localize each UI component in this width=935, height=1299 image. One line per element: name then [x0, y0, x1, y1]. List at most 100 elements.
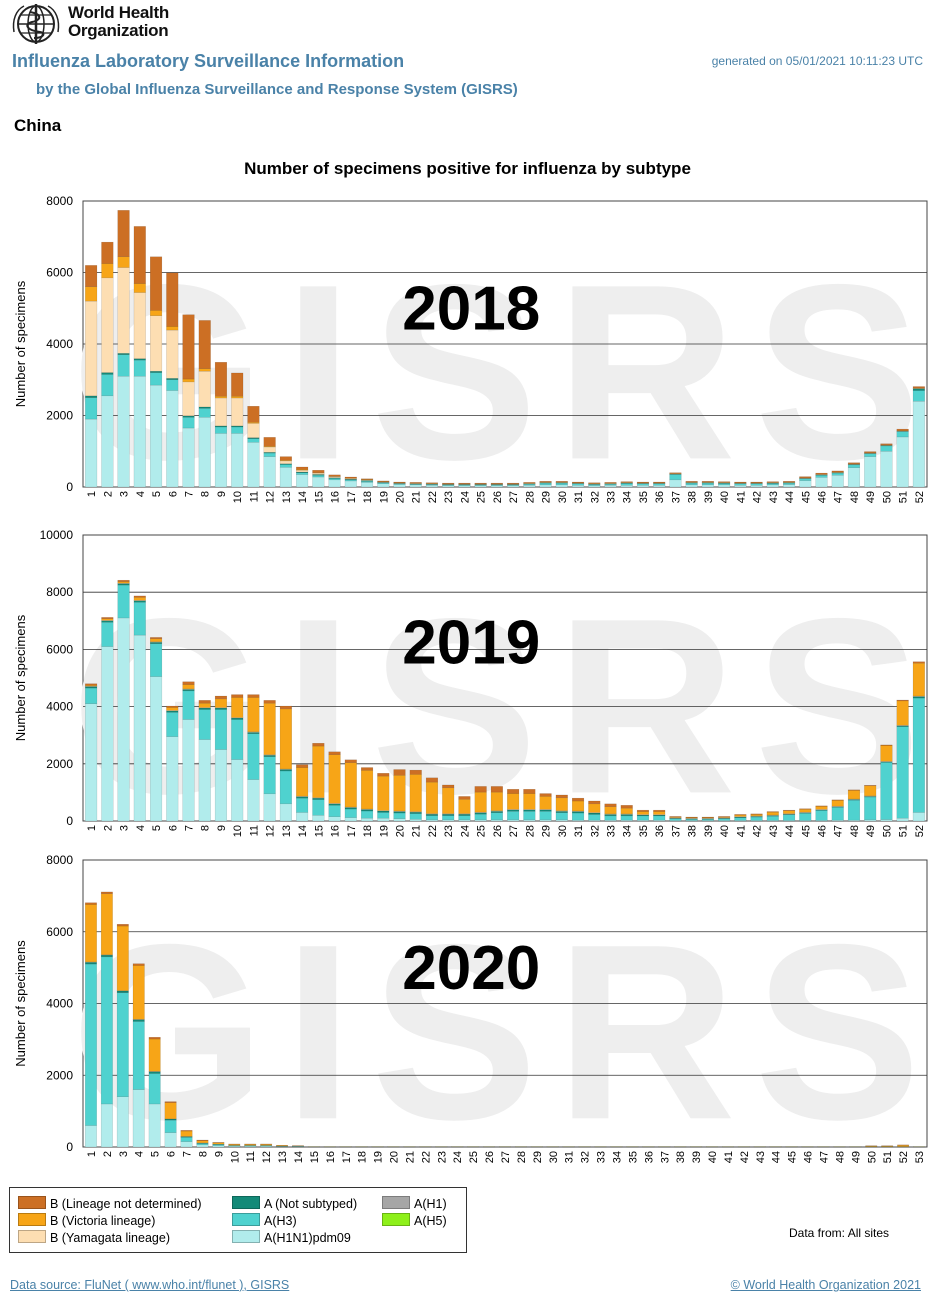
bar-segment-a-h3	[132, 1021, 145, 1090]
bar-segment-b-yam	[101, 277, 114, 373]
bar-segment-b-lnd	[328, 751, 341, 755]
x-tick-label: 51	[882, 1151, 894, 1163]
bar-segment-b-lnd	[361, 767, 374, 771]
bar-segment-b-lnd	[393, 481, 406, 483]
bar-segment-a-h3	[279, 770, 292, 805]
bar-segment-b-lnd	[880, 443, 893, 446]
bar-segment-b-yam	[231, 397, 244, 427]
bar-segment-a-h1pdm	[214, 433, 228, 488]
data-source-link[interactable]: Data source: FluNet ( www.who.int/flunet…	[10, 1278, 290, 1292]
bar-segment-b-lnd	[149, 637, 163, 640]
x-tick-label: 15	[313, 491, 325, 503]
bar-segment-b-vic	[442, 787, 455, 814]
bar-segment-b-yam	[198, 370, 211, 408]
bar-segment-b-lnd	[555, 794, 568, 799]
x-tick-label: 31	[573, 491, 585, 503]
bar-segment-a-h3	[149, 372, 163, 386]
bar-segment-a-h3	[847, 464, 861, 468]
bar-segment-a-ns	[539, 809, 552, 812]
bar-segment-a-ns	[279, 769, 292, 772]
bar-segment-b-vic	[393, 775, 406, 812]
y-tick-label: 4000	[46, 700, 73, 714]
bar-segment-b-lnd	[588, 800, 601, 805]
bar-segment-a-h3	[377, 812, 390, 819]
bar-segment-a-h1pdm	[377, 817, 390, 822]
bar-segment-a-h3	[182, 690, 195, 720]
bar-segment-a-ns	[442, 813, 455, 816]
bar-segment-b-yam	[117, 267, 130, 354]
bar-segment-a-h3	[604, 815, 617, 821]
y-axis-label: Number of specimens	[13, 280, 28, 407]
legend-swatch	[18, 1196, 46, 1209]
legend-label: A(H1)	[414, 1197, 447, 1211]
bar-segment-b-lnd	[214, 695, 228, 700]
bar-segment-a-h1pdm	[912, 401, 925, 488]
y-tick-label: 2000	[46, 757, 73, 771]
x-tick-label: 22	[427, 825, 439, 837]
bar-segment-a-ns	[393, 811, 406, 814]
bar-segment-a-h3	[620, 483, 633, 486]
copyright-link[interactable]: © World Health Organization 2021	[730, 1278, 921, 1292]
x-tick-label: 47	[818, 1151, 830, 1163]
legend-label: B (Yamagata lineage)	[50, 1231, 170, 1245]
bar-segment-b-lnd	[507, 482, 520, 484]
generated-timestamp: generated on 05/01/2021 10:11:23 UTC	[711, 54, 923, 68]
bar-segment-b-vic	[214, 698, 228, 708]
bar-segment-a-h1pdm	[312, 815, 325, 822]
bar-segment-a-h3	[896, 726, 909, 819]
x-tick-label: 37	[670, 491, 682, 503]
bar-segment-b-lnd	[636, 809, 650, 812]
bar-segment-b-yam	[361, 479, 374, 481]
bar-segment-b-lnd	[214, 362, 228, 397]
bar-segment-a-h1pdm	[685, 820, 698, 822]
bar-segment-a-h1pdm	[101, 395, 114, 488]
bar-segment-b-lnd	[296, 466, 309, 470]
bar-segment-b-lnd	[669, 472, 682, 474]
bar-segment-b-lnd	[132, 963, 145, 966]
x-tick-label: 14	[293, 1151, 305, 1163]
x-tick-label: 34	[622, 491, 634, 503]
bar-segment-a-ns	[604, 814, 617, 817]
bar-segment-b-vic	[148, 1038, 161, 1072]
bar-segment-a-h3	[718, 818, 731, 821]
bar-segment-b-vic	[101, 618, 114, 621]
legend-label: A(H3)	[264, 1214, 297, 1228]
x-tick-label: 46	[803, 1151, 815, 1163]
bar-segment-a-h3	[815, 810, 828, 821]
x-tick-label: 43	[768, 491, 780, 503]
bar-segment-b-vic	[847, 790, 861, 800]
bar-segment-b-lnd	[831, 470, 844, 473]
bar-segment-a-h1pdm	[198, 417, 211, 488]
bar-segment-b-vic	[133, 597, 146, 601]
bar-segment-b-lnd	[85, 902, 97, 905]
x-tick-label: 41	[723, 1151, 735, 1163]
bar-segment-a-h1pdm	[196, 1144, 209, 1148]
bar-segment-b-lnd	[604, 803, 617, 807]
bar-segment-b-yam	[198, 707, 211, 709]
bar-segment-a-h3	[896, 431, 909, 438]
bar-segment-a-h3	[101, 622, 114, 647]
x-tick-label: 13	[277, 1151, 289, 1163]
x-tick-label: 20	[389, 1151, 401, 1163]
bar-segment-b-lnd	[85, 265, 98, 288]
x-tick-label: 8	[200, 825, 212, 831]
legend-swatch	[382, 1213, 410, 1226]
bar-segment-a-h3	[328, 478, 341, 481]
x-tick-label: 19	[373, 1151, 385, 1163]
bar-segment-b-lnd	[148, 1037, 161, 1040]
bar-segment-b-lnd	[815, 472, 828, 475]
bar-segment-a-ns	[133, 358, 146, 361]
bar-segment-a-h3	[653, 483, 666, 486]
bar-segment-a-h1pdm	[880, 451, 893, 488]
legend-swatch	[232, 1230, 260, 1243]
bar-segment-a-h1pdm	[734, 485, 747, 488]
bar-segment-a-h3	[296, 472, 309, 475]
bar-segment-a-h3	[296, 797, 309, 813]
bar-segment-b-lnd	[523, 482, 536, 484]
x-tick-label: 2	[102, 825, 114, 831]
bar-segment-a-h1pdm	[85, 703, 98, 822]
bar-segment-a-h3	[490, 812, 503, 821]
bar-segment-a-h3	[116, 992, 129, 1097]
bar-segment-a-ns	[766, 815, 779, 817]
x-tick-label: 36	[643, 1151, 655, 1163]
